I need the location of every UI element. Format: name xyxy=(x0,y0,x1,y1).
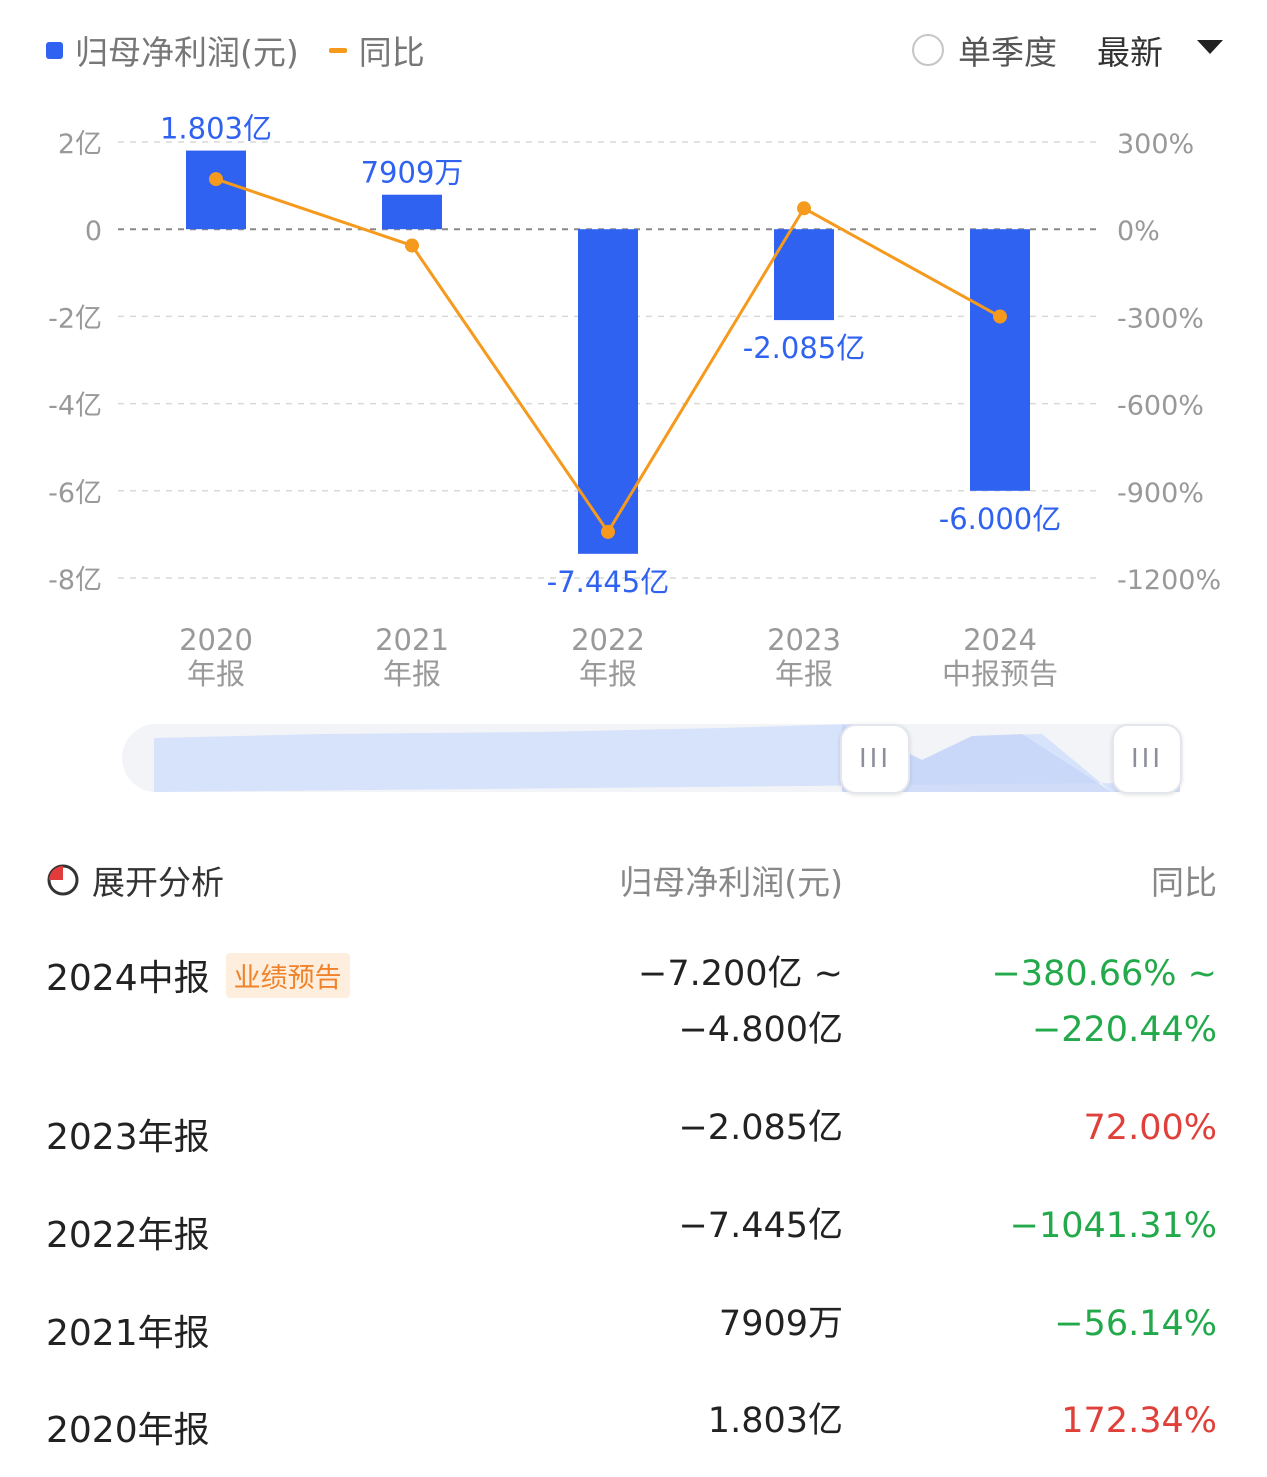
single-quarter-toggle[interactable]: 单季度 xyxy=(912,26,1057,74)
y-left-tick-label: -6亿 xyxy=(48,478,102,509)
y-right-tick-label: 300% xyxy=(1117,129,1194,160)
chart-labels: 1.803亿 7909万 -7.445亿 -2.085亿 -6.000亿 xyxy=(160,112,1061,599)
legend-item-yoy[interactable]: 同比 xyxy=(328,26,425,74)
pie-chart-icon xyxy=(47,864,79,896)
table-header: 展开分析 归母净利润(元) 同比 xyxy=(0,852,1267,904)
expand-analysis-button[interactable]: 展开分析 xyxy=(46,856,224,904)
caret-down-icon[interactable] xyxy=(1197,40,1223,54)
yoy-point xyxy=(209,172,223,187)
bar xyxy=(382,194,442,230)
row-period: 2021年报 xyxy=(46,1313,210,1354)
radio-icon[interactable] xyxy=(912,34,944,66)
row-period: 2023年报 xyxy=(46,1117,210,1158)
row-value: 1.803亿 xyxy=(707,1401,843,1441)
row-period: 2020年报 xyxy=(46,1410,210,1451)
period-select-value: 最新 xyxy=(1097,33,1163,72)
x-tick-label: 2024 xyxy=(963,623,1037,657)
row-value-range: −7.200亿 ~ −4.800亿 xyxy=(638,946,843,1058)
x-tick-label: 年报 xyxy=(383,657,441,691)
range-slider-preview xyxy=(154,724,1180,792)
net-profit-chart: 2亿 0 -2亿 -4亿 -6亿 -8亿 300% 0% -300% -600% -900% -120… xyxy=(48,112,1221,691)
x-tick-label: 年报 xyxy=(187,657,245,691)
x-tick-label: 年报 xyxy=(775,657,833,691)
x-tick-label: 2021 xyxy=(375,623,449,657)
x-tick-label: 2022 xyxy=(571,623,645,657)
bar xyxy=(578,229,638,554)
row-period: 2024中报 xyxy=(46,958,210,999)
yoy-point xyxy=(797,201,811,216)
yoy-point xyxy=(993,309,1007,324)
bar-swatch-icon xyxy=(46,41,63,59)
yoy-point xyxy=(405,238,419,253)
table-row[interactable]: 2023年报 −2.085亿 72.00% xyxy=(0,1100,1267,1160)
legend-item-net-profit[interactable]: 归母净利润(元) xyxy=(46,26,299,74)
row-yoy: −56.14% xyxy=(1054,1304,1217,1344)
y-left-tick-label: -8亿 xyxy=(48,565,102,596)
row-value: −2.085亿 xyxy=(678,1108,843,1148)
table-row[interactable]: 2022年报 −7.445亿 −1041.31% xyxy=(0,1198,1267,1258)
y-left-tick-label: 2亿 xyxy=(58,129,102,160)
line-swatch-icon xyxy=(328,47,347,53)
expand-analysis-label: 展开分析 xyxy=(92,863,224,902)
y-left-tick-label: 0 xyxy=(85,216,102,247)
column-header-net-profit: 归母净利润(元) xyxy=(619,863,843,902)
bar xyxy=(186,150,246,230)
row-yoy: 72.00% xyxy=(1083,1108,1217,1148)
row-yoy-low: −380.66% ~ xyxy=(991,954,1217,994)
y-right-tick-label: 0% xyxy=(1117,216,1160,247)
y-left-tick-label: -2亿 xyxy=(48,303,102,334)
x-tick-label: 年报 xyxy=(579,657,637,691)
y-right-tick-label: -300% xyxy=(1117,303,1204,334)
legend-label-net-profit: 归母净利润(元) xyxy=(75,33,299,72)
y-right-tick-label: -1200% xyxy=(1117,565,1221,596)
column-header-yoy: 同比 xyxy=(1151,863,1217,902)
row-yoy-high: −220.44% xyxy=(1031,1010,1217,1050)
row-value-high: −4.800亿 xyxy=(678,1010,843,1050)
yoy-line-series xyxy=(209,172,1007,539)
single-quarter-label: 单季度 xyxy=(958,33,1057,72)
bar-series xyxy=(186,150,1030,554)
range-handle-right[interactable]: III xyxy=(1112,724,1182,794)
table-row[interactable]: 2021年报 7909万 −56.14% xyxy=(0,1296,1267,1356)
y-right-tick-label: -600% xyxy=(1117,391,1204,422)
table-row[interactable]: 2024中报 业绩预告 −7.200亿 ~ −4.800亿 −380.66% ~… xyxy=(0,944,1267,1064)
forecast-badge: 业绩预告 xyxy=(225,952,350,998)
row-yoy-range: −380.66% ~ −220.44% xyxy=(991,946,1217,1058)
row-value: −7.445亿 xyxy=(678,1206,843,1246)
x-tick-label: 中报预告 xyxy=(942,657,1058,691)
y-right-tick-label: -900% xyxy=(1117,478,1204,509)
table-row[interactable]: 2020年报 1.803亿 172.34% xyxy=(0,1393,1267,1453)
row-value: 7909万 xyxy=(718,1304,843,1344)
range-handle-left[interactable]: III xyxy=(840,724,910,794)
row-period: 2022年报 xyxy=(46,1215,210,1256)
y-left-tick-label: -4亿 xyxy=(48,391,102,422)
chart-legend: 归母净利润(元) 同比 xyxy=(46,28,455,72)
chart-grid: 2亿 0 -2亿 -4亿 -6亿 -8亿 300% 0% -300% -600% -900% -120… xyxy=(48,129,1221,691)
bar-data-label: -6.000亿 xyxy=(939,502,1062,536)
bar-data-label: -7.445亿 xyxy=(547,565,670,599)
row-yoy: −1041.31% xyxy=(1009,1206,1217,1246)
legend-label-yoy: 同比 xyxy=(358,33,425,72)
bar xyxy=(970,229,1030,491)
period-select[interactable]: 最新 xyxy=(1097,26,1223,74)
bar-data-label: 1.803亿 xyxy=(160,112,272,146)
range-slider[interactable]: III III xyxy=(122,724,1182,794)
x-tick-label: 2020 xyxy=(179,623,253,657)
row-period-cell: 2024中报 业绩预告 xyxy=(46,949,350,1001)
yoy-point xyxy=(601,524,615,539)
bar-data-label: -2.085亿 xyxy=(743,331,866,365)
chart-controls: 单季度 最新 xyxy=(912,28,1223,72)
x-tick-label: 2023 xyxy=(767,623,841,657)
bar-data-label: 7909万 xyxy=(361,156,464,190)
row-value-low: −7.200亿 ~ xyxy=(638,954,843,994)
bar xyxy=(774,229,834,321)
row-yoy: 172.34% xyxy=(1061,1401,1217,1441)
